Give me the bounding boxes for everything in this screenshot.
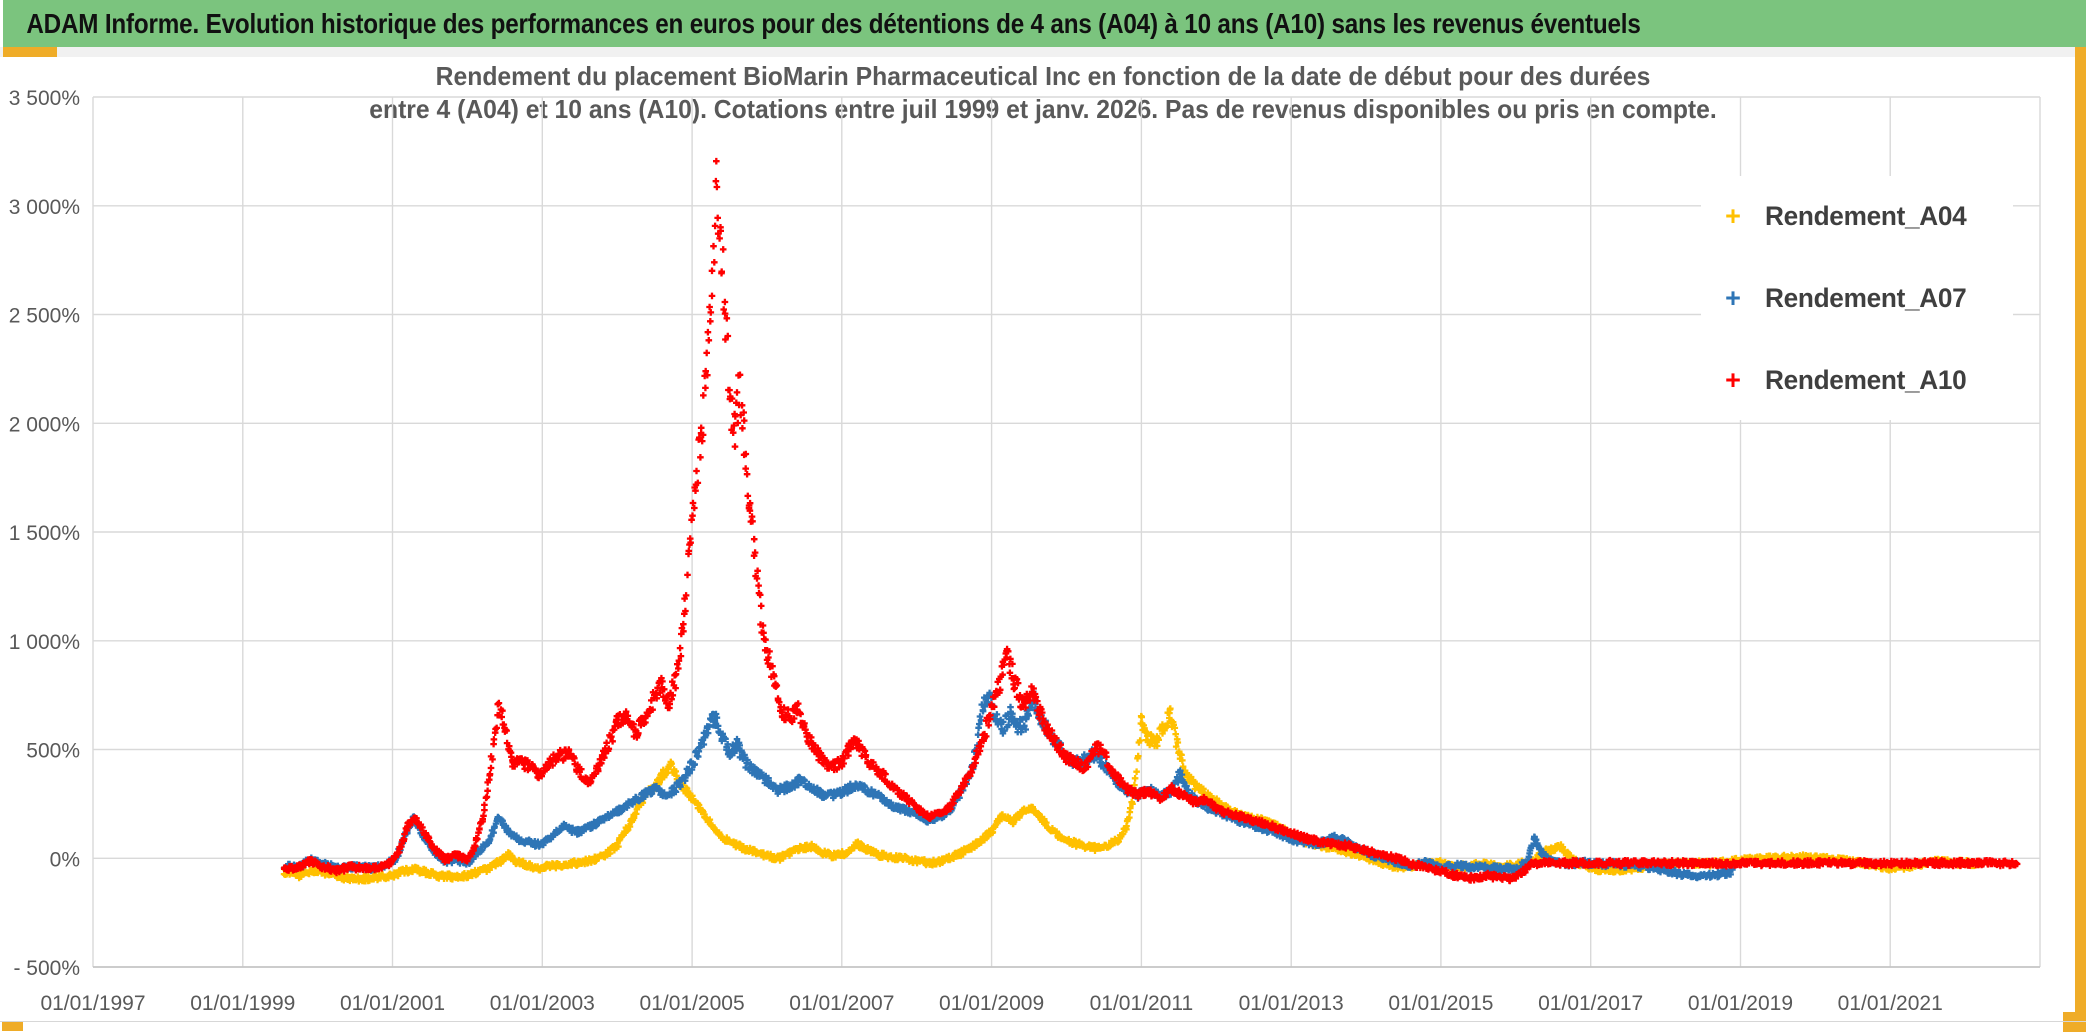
y-tick-label: 2 500% — [9, 305, 80, 328]
x-tick-label: 01/01/1997 — [40, 992, 145, 1015]
plus-marker-icon: + — [1725, 364, 1741, 395]
x-tick-label: 01/01/1999 — [190, 992, 295, 1015]
y-tick-label: 1 000% — [9, 631, 80, 654]
x-tick-label: 01/01/2021 — [1838, 992, 1943, 1015]
x-tick-label: 01/01/2011 — [1090, 992, 1194, 1015]
x-tick-label: 01/01/2019 — [1688, 992, 1793, 1015]
gold-accent-bottom-left — [2, 1022, 23, 1031]
x-tick-label: 01/01/2015 — [1388, 992, 1493, 1015]
header-bar: ADAM Informe. Evolution historique des p… — [3, 0, 2086, 47]
x-tick-label: 01/01/2007 — [789, 992, 894, 1015]
legend-item-rendement-a04[interactable]: + Rendement_A04 — [1701, 184, 2013, 248]
chart-title-line2: entre 4 (A04) et 10 ans (A10). Cotations… — [369, 94, 1717, 124]
x-tick-label: 01/01/2005 — [640, 992, 745, 1015]
legend-label: Rendement_A04 — [1765, 200, 1967, 231]
y-tick-label: 500% — [26, 740, 80, 763]
y-tick-label: 0% — [50, 848, 80, 871]
gold-accent-bottom-right — [2063, 1012, 2086, 1032]
x-tick-label: 01/01/2001 — [340, 992, 445, 1015]
bottom-border-line — [0, 1021, 2086, 1022]
x-tick-label: 01/01/2009 — [939, 992, 1044, 1015]
chart-title: Rendement du placement BioMarin Pharmace… — [52, 60, 2034, 126]
legend-label: Rendement_A10 — [1765, 364, 1967, 395]
y-tick-label: 3 500% — [9, 87, 80, 110]
page-title: ADAM Informe. Evolution historique des p… — [26, 7, 1641, 39]
x-tick-label: 01/01/2003 — [490, 992, 595, 1015]
legend[interactable]: + Rendement_A04 + Rendement_A07 + Rendem… — [1701, 176, 2013, 420]
legend-item-rendement-a10[interactable]: + Rendement_A10 — [1701, 348, 2013, 412]
gold-accent-top-left — [3, 47, 57, 57]
y-tick-label: - 500% — [13, 957, 80, 980]
x-tick-label: 01/01/2017 — [1538, 992, 1643, 1015]
gold-accent-right-edge — [2075, 47, 2086, 1022]
legend-label: Rendement_A07 — [1765, 282, 1967, 313]
plus-marker-icon: + — [1725, 200, 1741, 231]
y-tick-label: 2 000% — [9, 413, 80, 436]
chart-title-line1: Rendement du placement BioMarin Pharmace… — [435, 61, 1651, 91]
header-divider-strip — [0, 47, 2086, 57]
x-tick-label: 01/01/2013 — [1239, 992, 1344, 1015]
y-tick-label: 3 000% — [9, 196, 80, 219]
y-tick-label: 1 500% — [9, 522, 80, 545]
plus-marker-icon: + — [1725, 282, 1741, 313]
legend-item-rendement-a07[interactable]: + Rendement_A07 — [1701, 266, 2013, 330]
series-Rendement_A10[interactable] — [281, 157, 2021, 885]
